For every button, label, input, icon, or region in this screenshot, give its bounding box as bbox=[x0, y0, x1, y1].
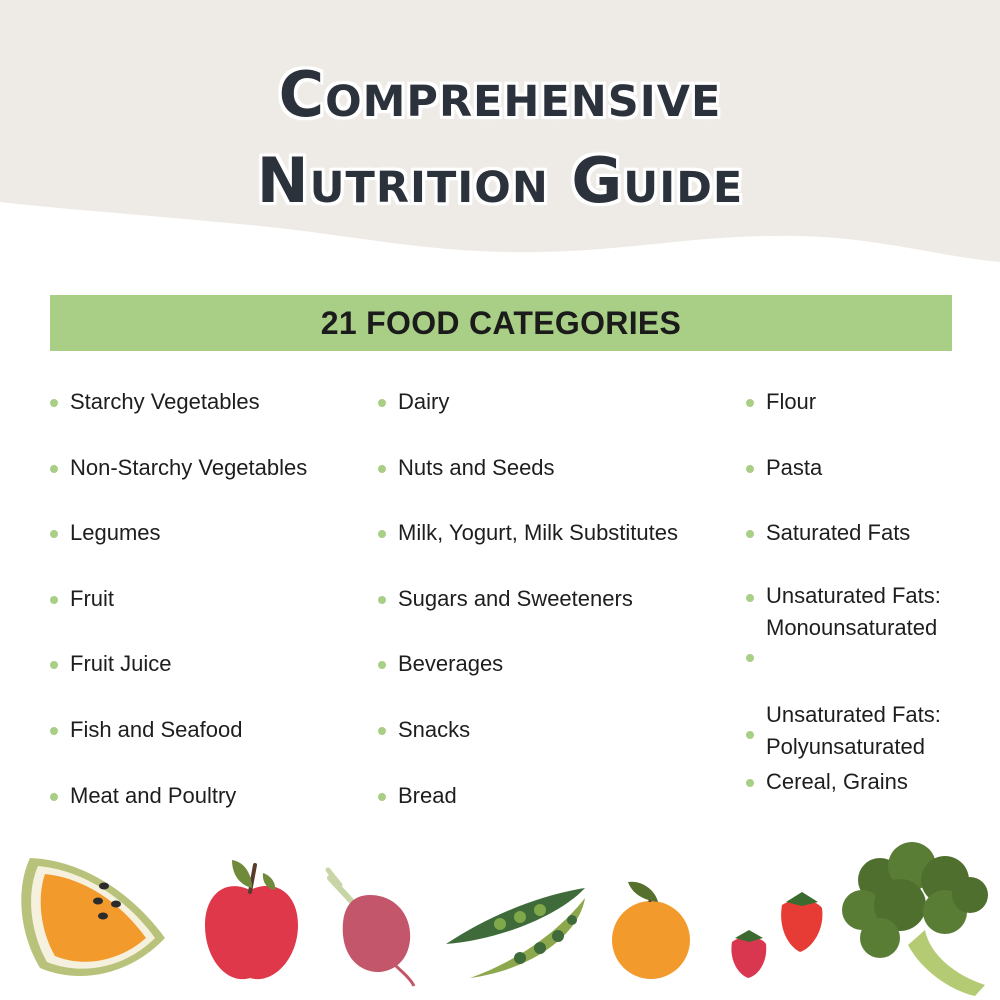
list-item: Milk, Yogurt, Milk Substitutes bbox=[376, 516, 736, 582]
strawberries-icon bbox=[731, 892, 823, 978]
page-title: Comprehensive Nutrition Guide bbox=[0, 52, 1000, 224]
bullet-icon bbox=[746, 654, 754, 663]
bullet-icon bbox=[746, 778, 754, 787]
pea-pods-icon bbox=[446, 888, 585, 978]
list-item: Non-Starchy Vegetables bbox=[48, 451, 368, 517]
apple-icon bbox=[205, 860, 298, 980]
title-line-2: Nutrition Guide bbox=[256, 144, 744, 217]
bullet-icon bbox=[50, 464, 58, 473]
bullet-icon bbox=[378, 399, 386, 407]
beet-icon bbox=[325, 867, 416, 987]
bullet-icon bbox=[378, 464, 386, 473]
list-item: Bread bbox=[376, 779, 736, 845]
broccoli-icon bbox=[842, 842, 988, 996]
bullet-icon bbox=[746, 530, 754, 539]
bullet-icon bbox=[746, 730, 754, 739]
bullet-icon bbox=[50, 661, 58, 670]
bullet-icon bbox=[746, 464, 754, 473]
category-column-1: Starchy Vegetables Non-Starchy Vegetable… bbox=[48, 385, 368, 844]
bullet-icon bbox=[50, 399, 58, 407]
list-item: Snacks bbox=[376, 713, 736, 779]
bullet-icon bbox=[378, 792, 386, 801]
list-item: Fruit Juice bbox=[48, 647, 368, 713]
header-background bbox=[0, 0, 1000, 262]
title-line-1: Comprehensive bbox=[278, 58, 722, 131]
banner-label: 21 FOOD CATEGORIES bbox=[320, 304, 682, 341]
list-item-empty bbox=[744, 645, 984, 711]
bullet-icon bbox=[50, 530, 58, 539]
food-illustrations bbox=[21, 842, 988, 996]
categories-banner: 21 FOOD CATEGORIES bbox=[50, 295, 952, 351]
list-item: Beverages bbox=[376, 647, 736, 713]
bullet-icon bbox=[378, 595, 386, 604]
list-item: Nuts and Seeds bbox=[376, 451, 736, 517]
list-item: Saturated Fats bbox=[744, 516, 984, 582]
orange-icon bbox=[612, 881, 690, 979]
list-item: Unsaturated Fats: Polyunsaturated bbox=[744, 699, 984, 765]
bullet-icon bbox=[50, 792, 58, 801]
bullet-icon bbox=[746, 399, 754, 407]
list-item: Fish and Seafood bbox=[48, 713, 368, 779]
list-item: Dairy bbox=[376, 385, 736, 451]
bullet-icon bbox=[50, 595, 58, 604]
category-column-2: Dairy Nuts and Seeds Milk, Yogurt, Milk … bbox=[376, 385, 736, 844]
list-item: Unsaturated Fats: Monounsaturated bbox=[744, 580, 984, 646]
bullet-icon bbox=[50, 726, 58, 735]
list-item: Sugars and Sweeteners bbox=[376, 582, 736, 648]
list-item: Fruit bbox=[48, 582, 368, 648]
list-item: Cereal, Grains bbox=[744, 765, 984, 831]
bullet-icon bbox=[378, 726, 386, 735]
orange-slice-icon bbox=[21, 858, 165, 977]
category-column-3: Flour Pasta Saturated Fats Unsaturated F… bbox=[744, 385, 984, 830]
list-item: Flour bbox=[744, 385, 984, 451]
list-item: Pasta bbox=[744, 451, 984, 517]
list-item: Meat and Poultry bbox=[48, 779, 368, 845]
bullet-icon bbox=[378, 661, 386, 670]
bullet-icon bbox=[378, 530, 386, 539]
list-item: Legumes bbox=[48, 516, 368, 582]
list-item: Starchy Vegetables bbox=[48, 385, 368, 451]
bullet-icon bbox=[746, 593, 754, 602]
